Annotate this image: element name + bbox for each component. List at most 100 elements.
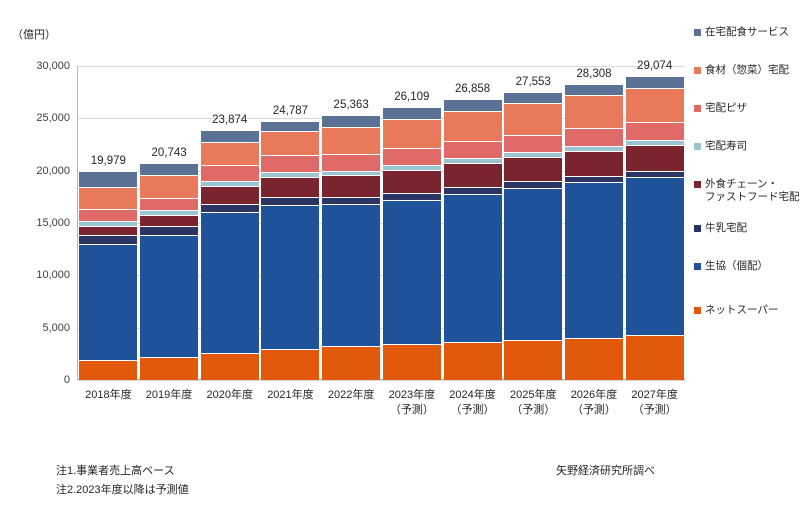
bar-segment[interactable] (200, 203, 259, 212)
bar-segment[interactable] (625, 75, 684, 88)
bar-segment[interactable] (200, 130, 259, 142)
bar-segment[interactable] (382, 192, 441, 200)
bar-segment[interactable] (261, 120, 320, 132)
bar-segment[interactable] (564, 83, 623, 96)
bar-segment[interactable] (79, 208, 138, 222)
bar-segment[interactable] (504, 91, 563, 104)
legend-item[interactable]: 宅配ピザ (694, 102, 747, 115)
bar-segment[interactable] (504, 152, 563, 157)
bar-segment[interactable] (382, 199, 441, 344)
bar-segment[interactable] (504, 103, 563, 135)
bar-segment[interactable] (79, 244, 138, 360)
bar-segment[interactable] (625, 335, 684, 380)
bar-group[interactable]: 27,553 (504, 66, 563, 380)
bar-segment[interactable] (200, 211, 259, 353)
bar-segment[interactable] (382, 148, 441, 166)
bar-segment[interactable] (504, 339, 563, 380)
bar-segment[interactable] (200, 185, 259, 204)
bar-segment[interactable] (200, 352, 259, 380)
bar-segment[interactable] (200, 141, 259, 165)
bar-segment[interactable] (382, 165, 441, 170)
bar-segment[interactable] (443, 98, 502, 111)
bar-segment[interactable] (140, 357, 199, 380)
bar-segment[interactable] (140, 234, 199, 358)
bar-segment[interactable] (564, 95, 623, 128)
bar-segment[interactable] (322, 154, 381, 171)
bar-segment[interactable] (504, 181, 563, 188)
bar-segment[interactable] (140, 175, 199, 198)
bar-segment[interactable] (200, 164, 259, 182)
bar-segment[interactable] (564, 182, 623, 338)
bar-segment[interactable] (322, 170, 381, 176)
bar-segment[interactable] (79, 225, 138, 236)
bar-group[interactable]: 19,979 (79, 66, 138, 380)
bar-segment[interactable] (443, 162, 502, 187)
legend-item[interactable]: 宅配寿司 (694, 140, 747, 153)
bar-group[interactable]: 24,787 (261, 66, 320, 380)
bar-segment[interactable] (200, 181, 259, 186)
bar-group[interactable]: 26,858 (443, 66, 502, 380)
bar-total-label: 19,979 (90, 154, 126, 167)
bar-segment[interactable] (564, 146, 623, 151)
bar-segment[interactable] (564, 175, 623, 183)
bar-segment[interactable] (443, 341, 502, 380)
bar-segment[interactable] (79, 187, 138, 209)
bar-segment[interactable] (322, 204, 381, 347)
bar-segment[interactable] (382, 169, 441, 193)
bar-segment[interactable] (382, 106, 441, 120)
bar-group[interactable]: 28,308 (564, 66, 623, 380)
bar-segment[interactable] (443, 158, 502, 163)
legend-item[interactable]: 牛乳宅配 (694, 222, 747, 235)
bar-segment[interactable] (382, 343, 441, 380)
bar-segment[interactable] (443, 193, 502, 342)
legend-item-label: 食材（惣菜）宅配 (705, 64, 789, 76)
bar-segment[interactable] (322, 126, 381, 155)
legend-item[interactable]: 食材（惣菜）宅配 (694, 64, 789, 77)
bar-segment[interactable] (79, 359, 138, 380)
bar-segment[interactable] (443, 186, 502, 194)
bar-segment[interactable] (625, 87, 684, 122)
bar-segment[interactable] (625, 144, 684, 172)
bar-segment[interactable] (261, 131, 320, 156)
bar-segment[interactable] (261, 197, 320, 205)
legend-item[interactable]: 外食チェーン・ ファストフード宅配 (694, 178, 800, 204)
bar-segment[interactable] (625, 171, 684, 178)
bar-segment[interactable] (564, 150, 623, 176)
bar-segment[interactable] (504, 187, 563, 340)
bar-segment[interactable] (504, 156, 563, 182)
bar-segment[interactable] (564, 127, 623, 147)
bar-segment[interactable] (504, 134, 563, 153)
bar-segment[interactable] (140, 226, 199, 235)
legend-item[interactable]: 在宅配食サービス (694, 26, 789, 39)
bar-segment[interactable] (322, 197, 381, 205)
bar-segment[interactable] (140, 197, 199, 211)
legend-item[interactable]: ネットスーパー (694, 304, 778, 317)
bar-segment[interactable] (79, 170, 138, 188)
bar-segment[interactable] (443, 110, 502, 141)
bar-segment[interactable] (443, 140, 502, 159)
bar-segment[interactable] (625, 177, 684, 336)
bar-group[interactable]: 29,074 (625, 60, 684, 380)
bar-segment[interactable] (261, 176, 320, 198)
bar-group[interactable]: 25,363 (322, 66, 381, 380)
bar-segment[interactable] (625, 140, 684, 145)
bar-group[interactable]: 20,743 (140, 66, 199, 380)
bar-segment[interactable] (564, 337, 623, 380)
bar-segment[interactable] (625, 121, 684, 141)
legend-item[interactable]: 生協（個配） (694, 260, 768, 273)
bar-segment[interactable] (79, 221, 138, 226)
bar-segment[interactable] (261, 348, 320, 380)
bar-segment[interactable] (140, 210, 199, 215)
bar-segment[interactable] (261, 155, 320, 173)
bar-segment[interactable] (261, 204, 320, 349)
bar-segment[interactable] (261, 172, 320, 177)
bar-segment[interactable] (382, 119, 441, 149)
bar-group[interactable]: 23,874 (200, 66, 259, 380)
bar-segment[interactable] (140, 162, 199, 176)
bar-segment[interactable] (322, 346, 381, 380)
bar-segment[interactable] (322, 114, 381, 127)
bar-segment[interactable] (79, 235, 138, 245)
bar-segment[interactable] (140, 214, 199, 227)
bar-segment[interactable] (322, 175, 381, 198)
bar-group[interactable]: 26,109 (382, 66, 441, 380)
